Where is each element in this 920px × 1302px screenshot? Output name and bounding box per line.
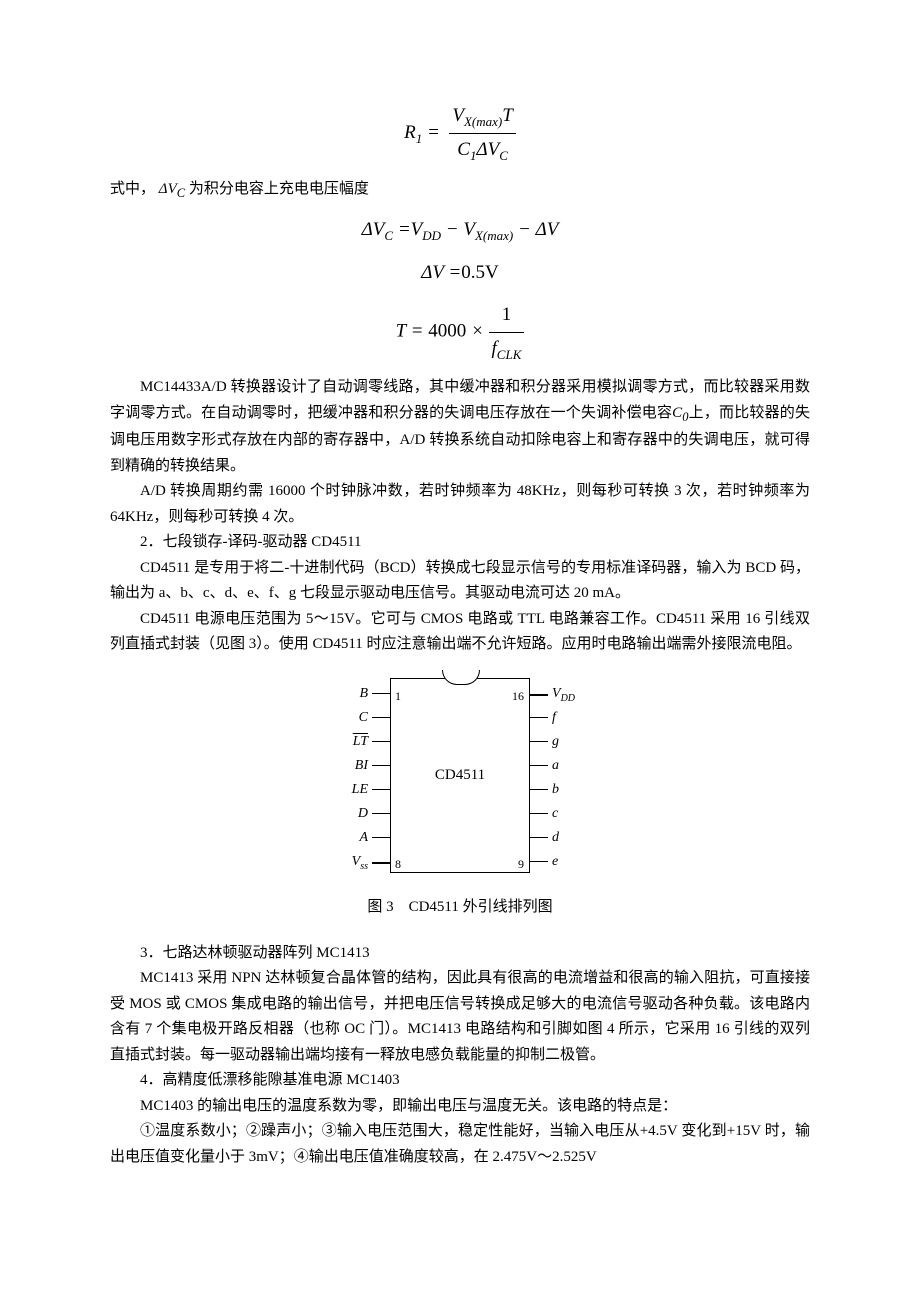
pin-right-b: b	[530, 783, 590, 797]
pin-left-b: B	[330, 687, 390, 701]
pin-right-f: f	[530, 711, 590, 725]
pin-left-c: C	[330, 711, 390, 725]
heading-mc1403: 4．高精度低漂移能隙基准电源 MC1403	[110, 1068, 810, 1094]
figure-3-caption: 图 3 CD4511 外引线排列图	[110, 895, 810, 921]
var-deltavc: ΔVC	[159, 181, 185, 197]
para-conversion-period: A/D 转换周期约需 16000 个时钟脉冲数，若时钟频率为 48KHz，则每秒…	[110, 479, 810, 530]
pin-right-g: g	[530, 735, 590, 749]
para-mc1403-intro: MC1403 的输出电压的温度系数为零，即输出电压与温度无关。该电路的特点是：	[110, 1094, 810, 1120]
pin-number: 16	[512, 686, 524, 706]
pin-number: 1	[395, 686, 401, 706]
line-deltavc-desc: 式中， ΔVC 为积分电容上充电电压幅度	[110, 177, 810, 204]
formula-t: T = 4000 × 1 fCLK	[110, 299, 810, 365]
pin-right-vdd: VDD	[530, 687, 590, 704]
text: 为积分电容上充电电压幅度	[189, 181, 369, 197]
pin-right-a: a	[530, 759, 590, 773]
pin-right-e: e	[530, 855, 590, 869]
pin-left-le: LE	[330, 783, 390, 797]
pin-left-bi: BI	[330, 759, 390, 773]
document-page: R1 = VX(max)T C1ΔVC 式中， ΔVC 为积分电容上充电电压幅度…	[0, 0, 920, 1230]
pin-right-c: c	[530, 807, 590, 821]
pin-number: 8	[395, 854, 401, 874]
text: 式中，	[110, 181, 155, 197]
pin-right-d: d	[530, 831, 590, 845]
formula-deltavc: ΔVC =VDD − VX(max) − ΔV	[110, 214, 810, 247]
pin-left-d: D	[330, 807, 390, 821]
chip-diagram: CD4511 B1C LT BI LE DA Vss 8 VDD 16 fgabcde9	[330, 673, 590, 878]
formula-r1: R1 = VX(max)T C1ΔVC	[110, 100, 810, 167]
para-auto-zero: MC14433A/D 转换器设计了自动调零线路，其中缓冲器和积分器采用模拟调零方…	[110, 375, 810, 479]
pin-left-lt: LT	[330, 735, 390, 749]
var-c0: C0	[672, 405, 688, 421]
figure-3: CD4511 B1C LT BI LE DA Vss 8 VDD 16 fgabcde9	[110, 673, 810, 888]
para-cd4511-desc: CD4511 是专用于将二-十进制代码（BCD）转换成七段显示信号的专用标准译码…	[110, 556, 810, 607]
heading-mc1413: 3．七路达林顿驱动器阵列 MC1413	[110, 941, 810, 967]
para-mc1413: MC1413 采用 NPN 达林顿复合晶体管的结构，因此具有很高的电流增益和很高…	[110, 966, 810, 1068]
chip-name: CD4511	[390, 763, 530, 789]
pin-left-vss: Vss	[330, 855, 390, 872]
r1-fraction: VX(max)T C1ΔVC	[449, 100, 515, 167]
pin-left-a: A	[330, 831, 390, 845]
pin-number: 9	[518, 854, 524, 874]
para-mc1403-features: ①温度系数小；②躁声小；③输入电压范围大，稳定性能好，当输入电压从+4.5V 变…	[110, 1119, 810, 1170]
para-cd4511-voltage: CD4511 电源电压范围为 5～15V。它可与 CMOS 电路或 TTL 电路…	[110, 607, 810, 658]
heading-cd4511: 2．七段锁存-译码-驱动器 CD4511	[110, 530, 810, 556]
r1-lhs: R1 =	[404, 122, 444, 143]
formula-deltav: ΔV =0.5V	[110, 257, 810, 289]
